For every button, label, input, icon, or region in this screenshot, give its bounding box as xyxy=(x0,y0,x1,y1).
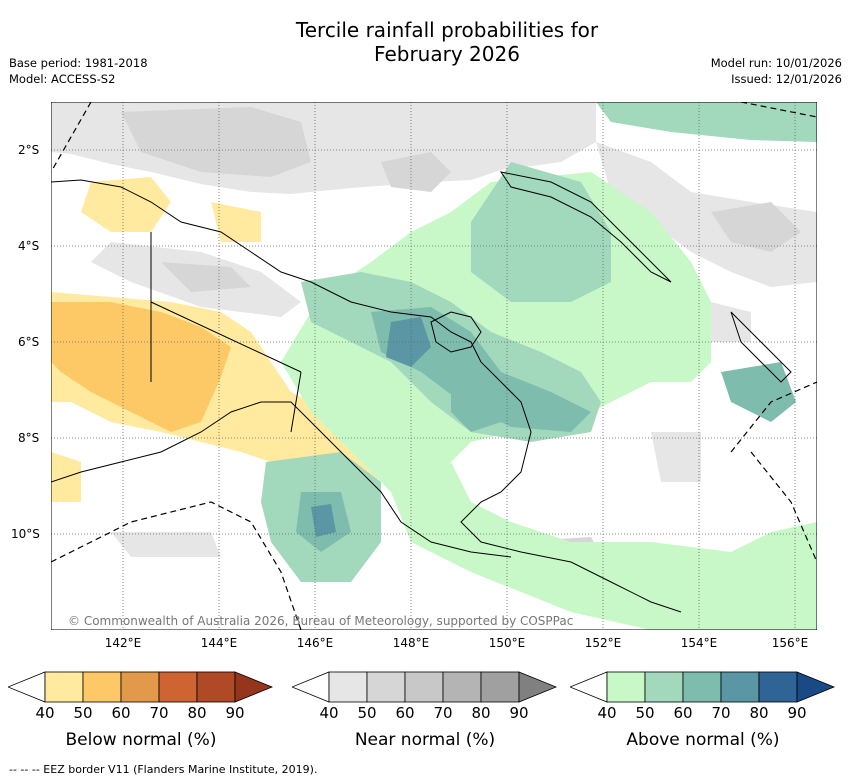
colorbar-min-extend xyxy=(8,671,46,703)
colorbar-segment xyxy=(720,671,760,703)
colorbar-segment xyxy=(442,671,482,703)
colorbar-tick-label: 50 xyxy=(357,704,377,722)
colorbar-below-normal xyxy=(8,671,274,703)
colorbar-segment xyxy=(682,671,722,703)
lon-label: 152°E xyxy=(584,636,622,650)
colorbar-tick-label: 40 xyxy=(597,704,617,722)
lon-label: 156°E xyxy=(771,636,809,650)
colorbar-tick-label: 60 xyxy=(395,704,415,722)
lon-label: 148°E xyxy=(392,636,430,650)
lat-label: 10°S xyxy=(11,527,40,541)
lat-label: 8°S xyxy=(18,431,40,445)
lat-label: 4°S xyxy=(18,239,40,253)
lat-label: 2°S xyxy=(18,143,40,157)
colorbar-min-extend xyxy=(570,671,608,703)
colorbar-tick-label: 60 xyxy=(673,704,693,722)
colorbar-above-normal xyxy=(570,671,836,703)
colorbar-segment xyxy=(366,671,406,703)
lon-label: 150°E xyxy=(488,636,526,650)
colorbar-tick-label: 40 xyxy=(319,704,339,722)
colorbar-tick-label: 80 xyxy=(187,704,207,722)
model-run: Model run: 10/01/2026 xyxy=(710,56,842,70)
colorbar-tick-label: 70 xyxy=(149,704,169,722)
colorbar-segment xyxy=(758,671,798,703)
rainfall-probability-map xyxy=(51,102,817,630)
meta-right: Model run: 10/01/2026 Issued: 12/01/2026 xyxy=(711,55,842,87)
colorbar-label-near: Near normal (%) xyxy=(354,730,496,750)
colorbar-label-above: Above normal (%) xyxy=(626,730,780,750)
issued-date: Issued: 12/01/2026 xyxy=(731,72,842,86)
base-period: Base period: 1981-2018 xyxy=(9,56,148,70)
colorbar-tick-label: 40 xyxy=(35,704,55,722)
copyright-credit: © Commonwealth of Australia 2026, Bureau… xyxy=(68,614,574,628)
colorbar-segment xyxy=(480,671,520,703)
colorbar-tick-label: 80 xyxy=(471,704,491,722)
colorbar-segment xyxy=(404,671,444,703)
colorbar-tick-label: 90 xyxy=(787,704,807,722)
colorbar-segment xyxy=(44,671,84,703)
coastlines xyxy=(51,171,792,613)
eez-borders xyxy=(51,102,817,630)
colorbar-max-extend xyxy=(518,671,558,703)
colorbar-tick-label: 60 xyxy=(111,704,131,722)
colorbar-segment xyxy=(120,671,160,703)
colorbar-max-extend xyxy=(234,671,274,703)
colorbar-tick-label: 50 xyxy=(73,704,93,722)
lon-label: 146°E xyxy=(296,636,334,650)
meta-left: Base period: 1981-2018 Model: ACCESS-S2 xyxy=(9,55,148,87)
colorbar-label-below: Below normal (%) xyxy=(65,730,217,750)
colorbar-tick-label: 70 xyxy=(711,704,731,722)
colorbar-tick-label: 90 xyxy=(225,704,245,722)
colorbar-tick-label: 80 xyxy=(749,704,769,722)
colorbar-max-extend xyxy=(796,671,836,703)
title-line-2: February 2026 xyxy=(374,42,520,66)
colorbar-segment xyxy=(196,671,236,703)
model-name: Model: ACCESS-S2 xyxy=(9,72,116,86)
colorbar-near-normal xyxy=(292,671,558,703)
eez-footnote: -- -- -- EEZ border V11 (Flanders Marine… xyxy=(9,763,318,776)
colorbar-segment xyxy=(328,671,368,703)
lon-label: 154°E xyxy=(680,636,718,650)
below-normal-regions xyxy=(51,177,817,630)
colorbar-segment xyxy=(644,671,684,703)
map-title: Tercile rainfall probabilities for Febru… xyxy=(0,18,850,66)
title-line-1: Tercile rainfall probabilities for xyxy=(295,18,599,42)
lon-label: 142°E xyxy=(104,636,142,650)
lon-label: 144°E xyxy=(200,636,238,650)
colorbar-tick-label: 70 xyxy=(433,704,453,722)
colorbar-min-extend xyxy=(292,671,330,703)
colorbar-segment xyxy=(606,671,646,703)
colorbar-tick-label: 90 xyxy=(509,704,529,722)
above-normal-regions xyxy=(261,102,817,630)
colorbar-tick-label: 50 xyxy=(635,704,655,722)
lat-label: 6°S xyxy=(18,335,40,349)
graticule xyxy=(51,102,817,630)
colorbar-segment xyxy=(158,671,198,703)
colorbar-segment xyxy=(82,671,122,703)
